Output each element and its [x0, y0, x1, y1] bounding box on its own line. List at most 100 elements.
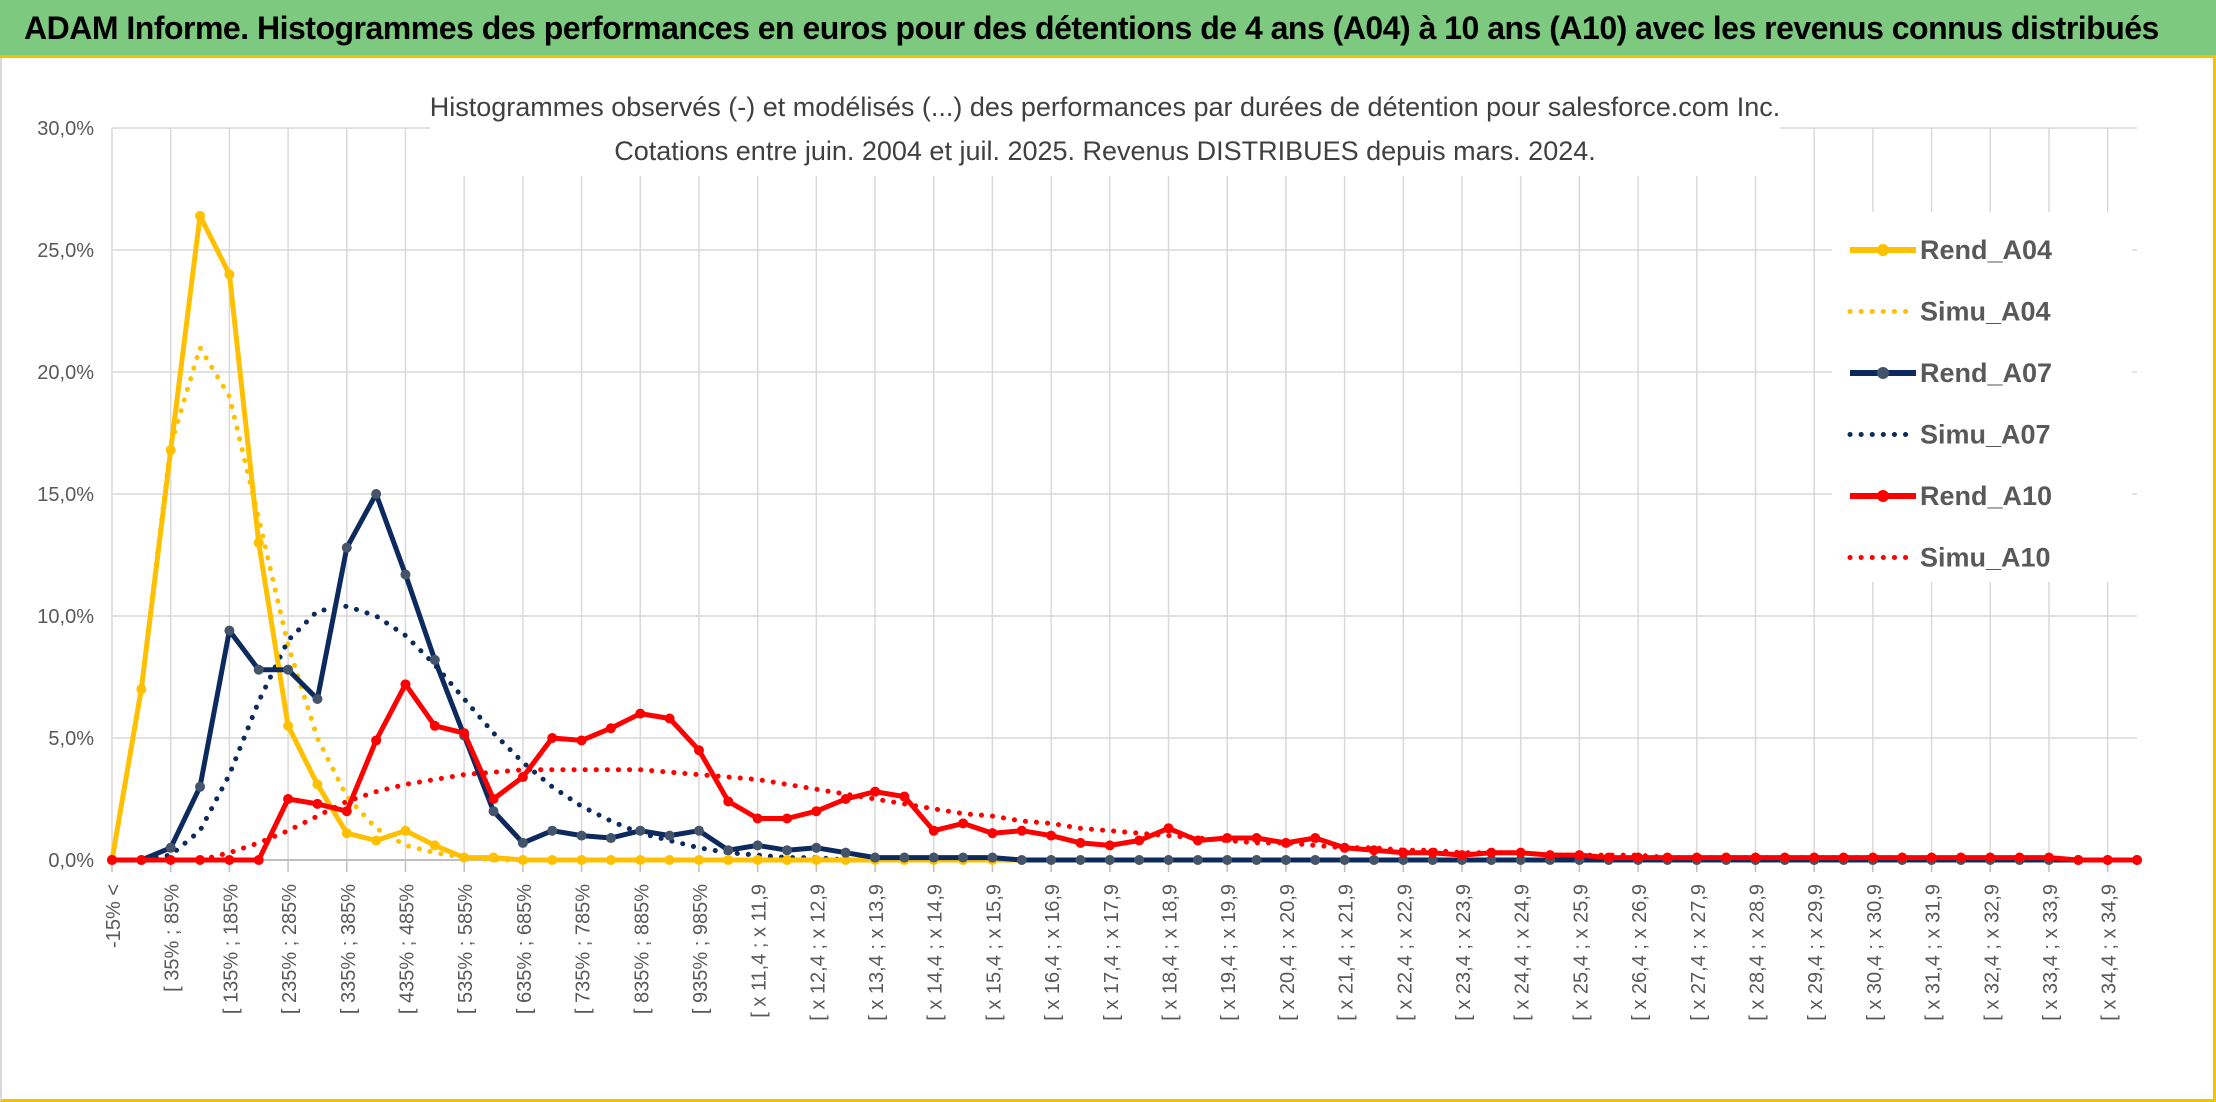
data-point — [547, 733, 558, 743]
data-point — [899, 791, 910, 802]
data-point — [1955, 852, 1966, 863]
x-tick-label: -15% < — [103, 884, 125, 948]
data-point — [1985, 852, 1996, 863]
data-point — [1750, 852, 1761, 863]
data-point — [870, 786, 881, 797]
legend-marker — [1877, 490, 1889, 502]
data-point — [928, 852, 939, 863]
data-point — [341, 542, 352, 553]
legend-label: Rend_A10 — [1920, 481, 2052, 511]
x-tick-label: [ x 22,4 ; x 22,9 — [1394, 884, 1416, 1021]
data-point — [459, 852, 470, 863]
series-simu-a07 — [109, 603, 2140, 863]
data-point — [840, 847, 851, 858]
data-point — [693, 825, 704, 836]
data-point — [283, 794, 294, 804]
data-point — [1134, 835, 1145, 846]
data-point — [224, 269, 235, 280]
data-point — [605, 723, 616, 734]
data-point — [664, 713, 675, 724]
x-tick-label: [ x 34,4 ; x 34,9 — [2099, 884, 2121, 1021]
data-point — [459, 728, 470, 739]
x-tick-label: [ 735% ; 785% — [573, 884, 595, 1014]
data-point — [517, 855, 528, 865]
data-point — [693, 745, 704, 756]
data-point — [635, 825, 646, 836]
data-point — [1486, 847, 1497, 858]
series-simu-a04 — [109, 345, 2140, 863]
report-title: ADAM Informe. Histogrammes des performan… — [24, 10, 2159, 46]
data-point — [1075, 855, 1086, 865]
data-point — [1838, 852, 1849, 863]
data-point — [752, 855, 763, 865]
x-tick-label: [ x 13,4 ; x 13,9 — [866, 884, 888, 1021]
data-point — [224, 625, 235, 636]
data-point — [107, 855, 117, 865]
data-point — [782, 845, 792, 856]
y-tick-label: 30,0% — [37, 118, 94, 140]
data-point — [958, 818, 969, 829]
chart-series — [107, 210, 2142, 865]
data-point — [635, 855, 646, 865]
data-point — [2132, 855, 2142, 865]
data-point — [1486, 855, 1497, 865]
data-point — [782, 855, 792, 865]
data-point — [1280, 837, 1291, 848]
data-point — [928, 825, 939, 836]
report-banner: ADAM Informe. Histogrammes des performan… — [0, 0, 2216, 58]
data-point — [664, 830, 675, 841]
legend-item-rend-a04: Rend_A04 — [1850, 235, 2052, 265]
data-point — [371, 835, 382, 846]
data-point — [1368, 845, 1379, 856]
x-tick-label: [ x 11,4 ; x 11,9 — [749, 884, 771, 1018]
x-tick-label: [ x 17,4 ; x 17,9 — [1101, 884, 1123, 1021]
data-point — [165, 445, 176, 456]
data-point — [1075, 837, 1086, 848]
data-point — [1251, 855, 1262, 865]
chart-title: Histogrammes observés (-) et modélisés (… — [430, 92, 1781, 122]
chart-title-backdrop — [430, 84, 1780, 176]
data-point — [1310, 833, 1321, 844]
data-point — [371, 489, 382, 499]
data-point — [1280, 855, 1291, 865]
data-point — [1222, 855, 1233, 865]
data-point — [1897, 852, 1908, 863]
x-tick-label: [ x 16,4 ; x 16,9 — [1042, 884, 1064, 1021]
data-point — [987, 828, 998, 839]
series-line — [109, 603, 2140, 863]
data-point — [400, 825, 411, 836]
data-point — [1926, 852, 1937, 863]
data-point — [1809, 852, 1820, 863]
x-tick-label: [ x 18,4 ; x 18,9 — [1160, 884, 1182, 1021]
data-point — [576, 735, 587, 746]
data-point — [723, 845, 734, 856]
data-point — [1427, 847, 1438, 858]
data-point — [899, 852, 910, 863]
data-point — [752, 840, 763, 851]
chart-subtitle: Cotations entre juin. 2004 et juil. 2025… — [614, 136, 1596, 166]
data-point — [136, 684, 147, 695]
data-point — [165, 842, 176, 853]
x-tick-label: [ x 15,4 ; x 15,9 — [983, 884, 1005, 1021]
chart-frame — [0, 58, 2216, 1102]
data-point — [312, 798, 323, 809]
data-point — [782, 813, 792, 824]
data-point — [1368, 855, 1379, 865]
data-point — [605, 855, 616, 865]
x-tick-label: [ x 24,4 ; x 24,9 — [1512, 884, 1534, 1021]
y-tick-label: 5,0% — [48, 728, 94, 750]
data-point — [1251, 833, 1262, 844]
data-point — [429, 720, 440, 731]
data-point — [958, 852, 969, 863]
x-tick-label: [ 335% ; 385% — [338, 884, 360, 1014]
data-point — [870, 852, 881, 863]
legend-label: Rend_A04 — [1920, 235, 2052, 265]
x-tick-label: [ x 28,4 ; x 28,9 — [1746, 884, 1768, 1021]
data-point — [1515, 855, 1526, 865]
data-point — [136, 855, 147, 865]
data-point — [635, 708, 646, 719]
x-tick-label: [ x 33,4 ; x 33,9 — [2040, 884, 2062, 1021]
data-point — [400, 569, 411, 580]
data-point — [1457, 850, 1467, 861]
